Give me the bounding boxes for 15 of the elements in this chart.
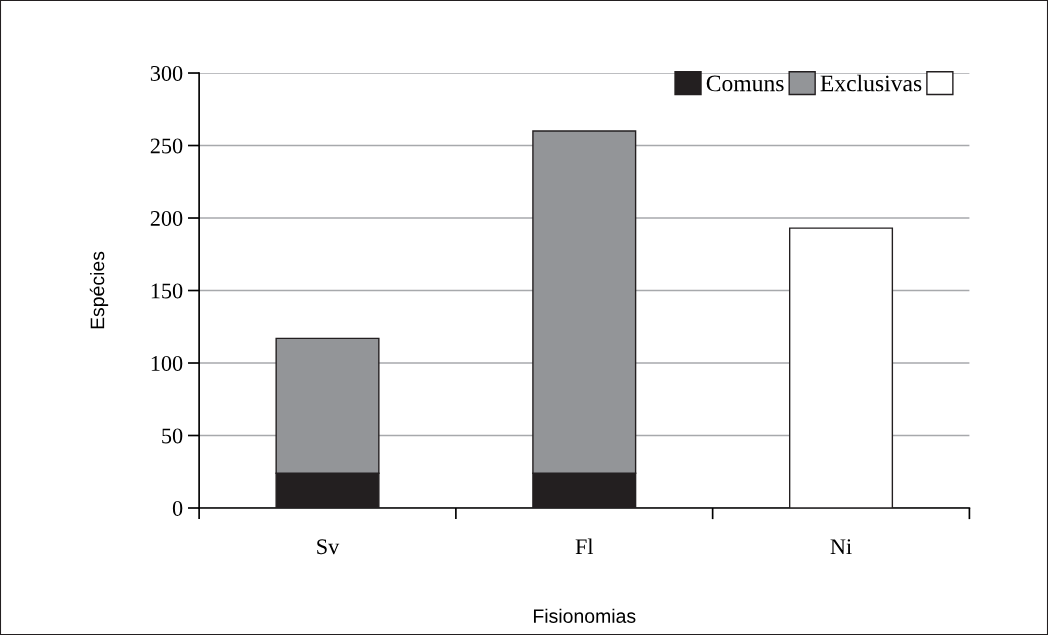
y-tick-label: 250 xyxy=(150,138,183,154)
y-tick-label: 50 xyxy=(162,428,183,444)
legend-label: Comuns xyxy=(706,75,784,92)
legend-label: Exclusivas xyxy=(820,74,922,92)
y-tick-label: 0 xyxy=(172,500,183,516)
bar xyxy=(788,227,894,508)
x-tick-label: Sv xyxy=(317,539,340,555)
y-tick-label: 100 xyxy=(151,355,183,371)
x-tick-label: Fl xyxy=(575,538,594,554)
y-axis-title: Espécies xyxy=(89,251,109,329)
y-tick-label: 200 xyxy=(150,210,183,226)
y-tick-label: 300 xyxy=(150,65,183,81)
x-tick-label: Ni xyxy=(830,539,852,554)
y-tick-label: 150 xyxy=(151,283,183,299)
x-axis-title: Fisionomias xyxy=(533,608,636,623)
